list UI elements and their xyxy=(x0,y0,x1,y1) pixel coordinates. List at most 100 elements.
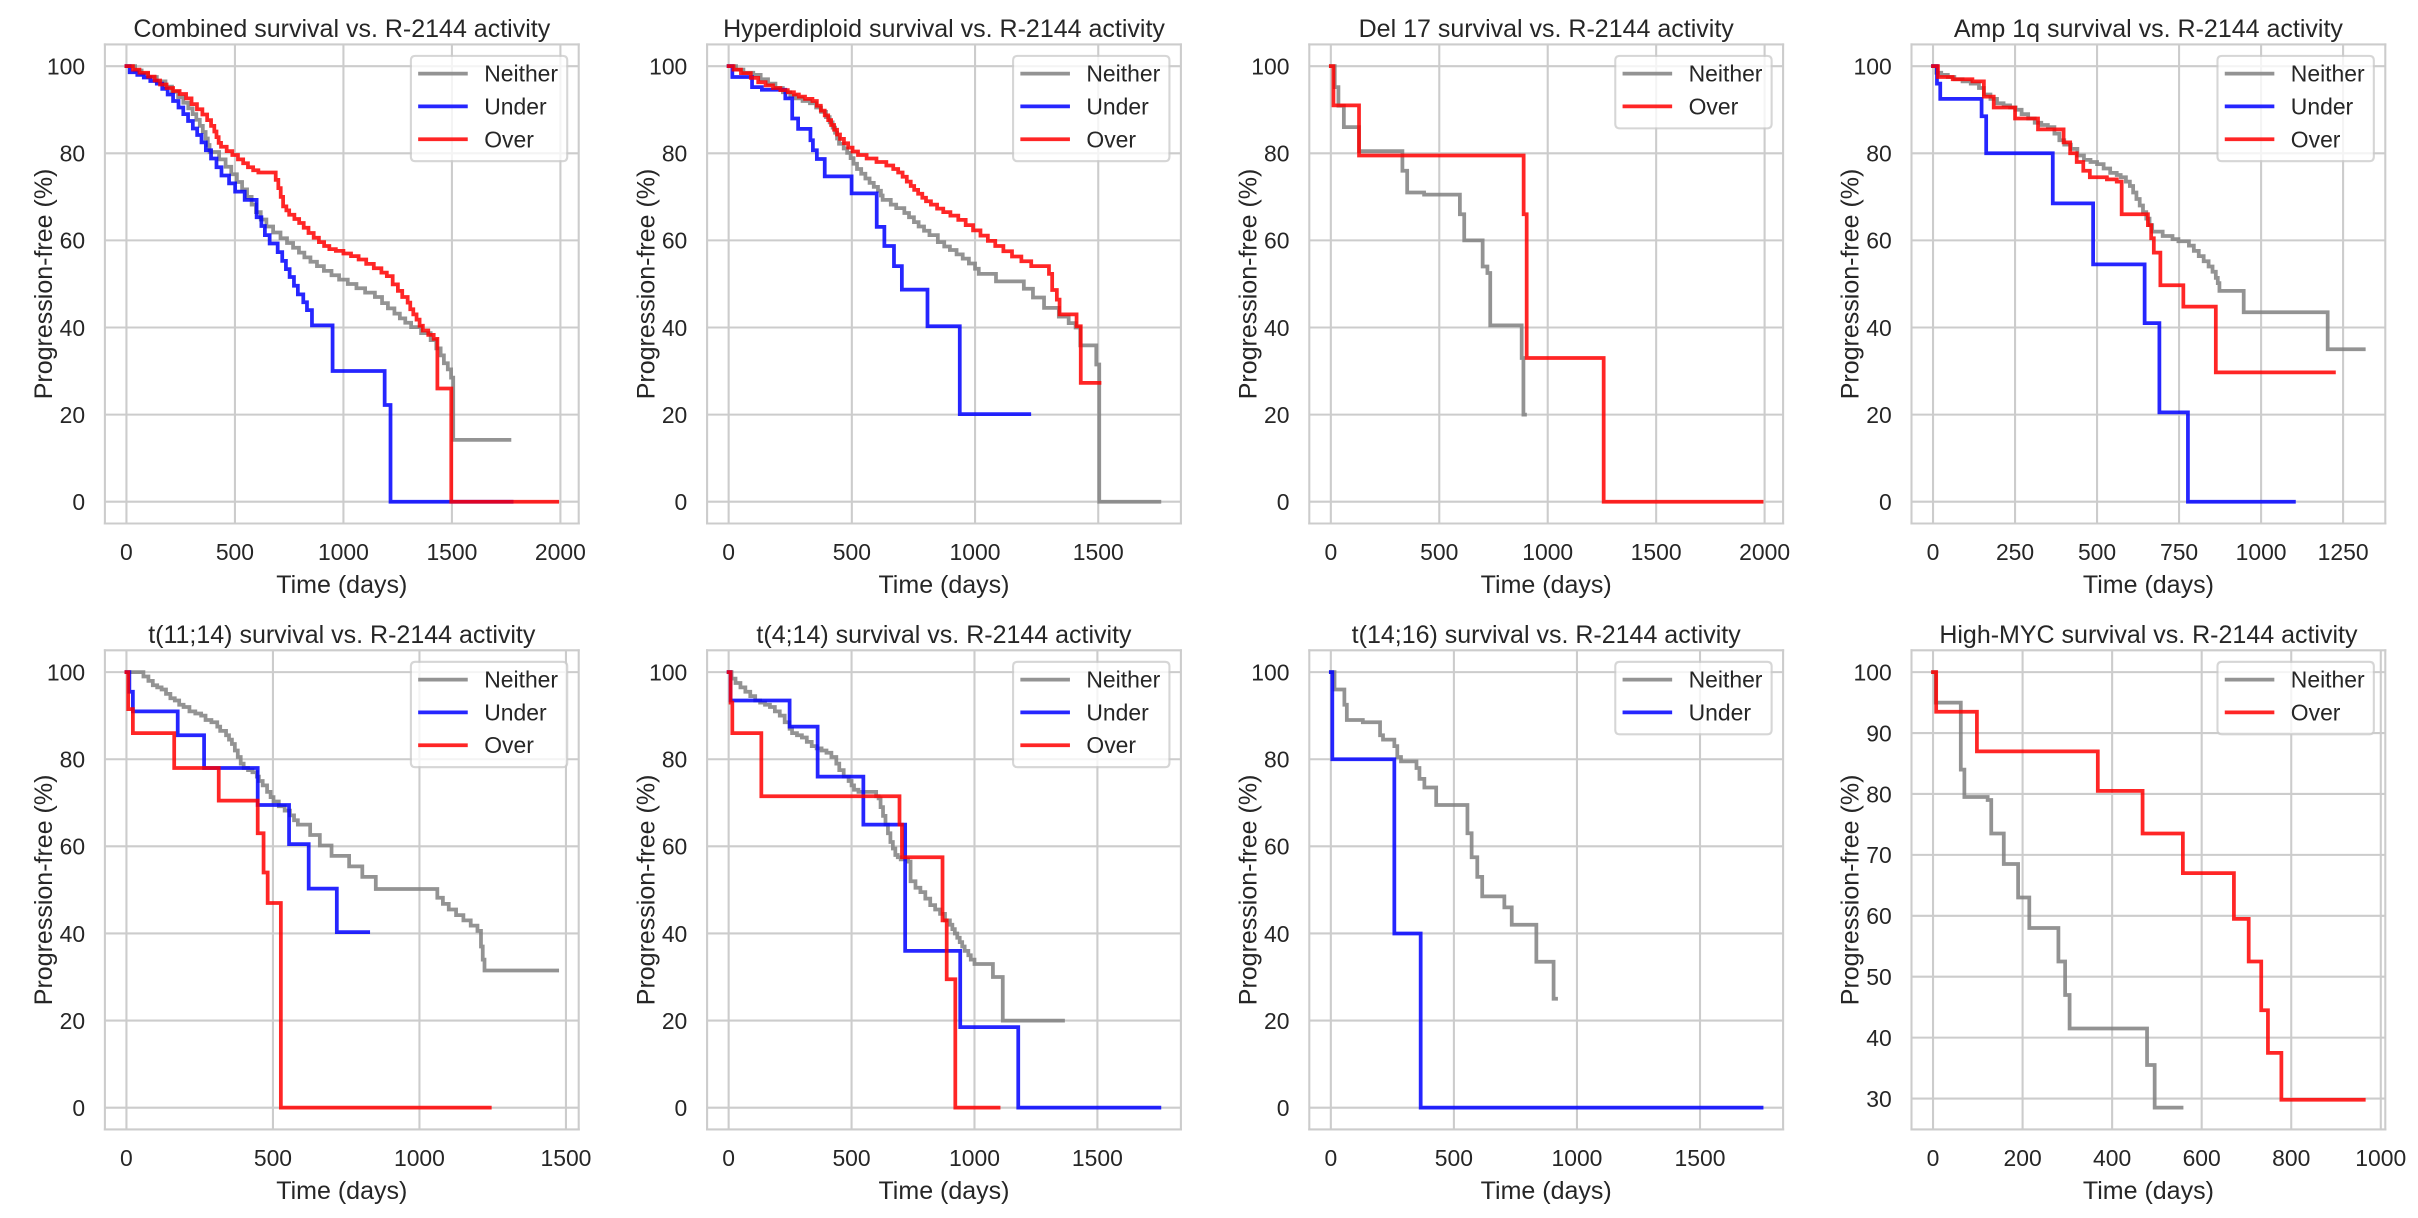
svg-text:Neither: Neither xyxy=(1689,61,1763,87)
svg-text:t(14;16) survival vs. R-2144 a: t(14;16) survival vs. R-2144 activity xyxy=(1352,621,1742,649)
svg-text:Neither: Neither xyxy=(2291,667,2365,693)
svg-text:100: 100 xyxy=(649,659,687,685)
svg-text:Over: Over xyxy=(484,126,534,152)
svg-text:500: 500 xyxy=(1435,1145,1473,1171)
svg-text:Over: Over xyxy=(1086,126,1136,152)
svg-text:50: 50 xyxy=(1866,964,1891,990)
svg-text:Progression-free (%): Progression-free (%) xyxy=(632,169,660,400)
svg-text:0: 0 xyxy=(675,1095,688,1121)
svg-text:2000: 2000 xyxy=(535,539,586,565)
svg-text:Over: Over xyxy=(484,732,534,758)
svg-text:1000: 1000 xyxy=(1551,1145,1602,1171)
svg-text:0: 0 xyxy=(120,1145,133,1171)
svg-text:250: 250 xyxy=(1996,539,2034,565)
svg-text:0: 0 xyxy=(675,489,688,515)
svg-text:Neither: Neither xyxy=(1689,667,1763,693)
svg-text:80: 80 xyxy=(1866,141,1891,167)
svg-text:1000: 1000 xyxy=(2355,1145,2406,1171)
svg-text:Neither: Neither xyxy=(1086,61,1160,87)
svg-text:Under: Under xyxy=(1689,699,1752,725)
svg-text:100: 100 xyxy=(1853,53,1891,79)
svg-text:Time (days): Time (days) xyxy=(1481,571,1612,599)
svg-text:0: 0 xyxy=(1927,1145,1940,1171)
svg-text:40: 40 xyxy=(1264,315,1289,341)
svg-text:0: 0 xyxy=(722,539,735,565)
svg-text:500: 500 xyxy=(833,539,871,565)
svg-text:40: 40 xyxy=(1264,921,1289,947)
svg-text:60: 60 xyxy=(60,834,85,860)
svg-text:90: 90 xyxy=(1866,720,1891,746)
svg-text:Under: Under xyxy=(2291,93,2354,119)
svg-text:Neither: Neither xyxy=(484,667,558,693)
svg-text:80: 80 xyxy=(1264,747,1289,773)
svg-text:20: 20 xyxy=(1866,402,1891,428)
svg-text:0: 0 xyxy=(120,539,133,565)
svg-text:40: 40 xyxy=(662,921,687,947)
svg-text:t(4;14) survival vs. R-2144 ac: t(4;14) survival vs. R-2144 activity xyxy=(756,621,1132,649)
svg-text:Over: Over xyxy=(1689,93,1739,119)
svg-text:500: 500 xyxy=(254,1145,292,1171)
svg-text:400: 400 xyxy=(2093,1145,2131,1171)
svg-text:60: 60 xyxy=(1264,228,1289,254)
svg-text:80: 80 xyxy=(1866,781,1891,807)
svg-text:1500: 1500 xyxy=(540,1145,591,1171)
svg-text:1000: 1000 xyxy=(2236,539,2287,565)
svg-text:Hyperdiploid survival vs. R-21: Hyperdiploid survival vs. R-2144 activit… xyxy=(723,15,1165,43)
svg-text:40: 40 xyxy=(1866,315,1891,341)
svg-text:60: 60 xyxy=(60,228,85,254)
svg-text:1000: 1000 xyxy=(950,539,1001,565)
svg-text:100: 100 xyxy=(649,53,687,79)
svg-text:1000: 1000 xyxy=(949,1145,1000,1171)
svg-text:600: 600 xyxy=(2183,1145,2221,1171)
svg-text:1500: 1500 xyxy=(1072,1145,1123,1171)
svg-text:Progression-free (%): Progression-free (%) xyxy=(1837,169,1865,400)
svg-text:1250: 1250 xyxy=(2318,539,2369,565)
svg-text:Time (days): Time (days) xyxy=(878,571,1009,599)
svg-text:Progression-free (%): Progression-free (%) xyxy=(632,775,660,1006)
svg-text:Progression-free (%): Progression-free (%) xyxy=(1235,169,1263,400)
svg-text:500: 500 xyxy=(216,539,254,565)
svg-text:0: 0 xyxy=(72,1095,85,1121)
svg-text:Combined survival vs. R-2144 a: Combined survival vs. R-2144 activity xyxy=(133,15,550,43)
svg-text:40: 40 xyxy=(1866,1025,1891,1051)
svg-text:Progression-free (%): Progression-free (%) xyxy=(1837,775,1865,1006)
svg-text:Neither: Neither xyxy=(484,61,558,87)
svg-text:80: 80 xyxy=(1264,141,1289,167)
svg-text:0: 0 xyxy=(1324,539,1337,565)
svg-text:20: 20 xyxy=(1264,402,1289,428)
svg-text:Under: Under xyxy=(484,93,547,119)
svg-text:Time (days): Time (days) xyxy=(276,1177,407,1205)
svg-text:0: 0 xyxy=(1277,1095,1290,1121)
svg-text:Time (days): Time (days) xyxy=(2083,1177,2214,1205)
svg-text:100: 100 xyxy=(1853,659,1891,685)
svg-text:20: 20 xyxy=(60,402,85,428)
svg-text:100: 100 xyxy=(1251,659,1289,685)
svg-text:1000: 1000 xyxy=(1522,539,1573,565)
svg-text:Progression-free (%): Progression-free (%) xyxy=(1235,775,1263,1006)
svg-text:500: 500 xyxy=(832,1145,870,1171)
svg-text:0: 0 xyxy=(1927,539,1940,565)
svg-text:40: 40 xyxy=(662,315,687,341)
svg-text:100: 100 xyxy=(1251,53,1289,79)
svg-text:Over: Over xyxy=(2291,699,2341,725)
svg-text:60: 60 xyxy=(1866,903,1891,929)
svg-text:60: 60 xyxy=(662,228,687,254)
svg-text:800: 800 xyxy=(2272,1145,2310,1171)
svg-text:80: 80 xyxy=(60,141,85,167)
svg-text:1000: 1000 xyxy=(394,1145,445,1171)
svg-text:Neither: Neither xyxy=(2291,61,2365,87)
svg-text:1500: 1500 xyxy=(1631,539,1682,565)
svg-text:0: 0 xyxy=(1879,489,1892,515)
svg-text:40: 40 xyxy=(60,315,85,341)
svg-text:0: 0 xyxy=(1277,489,1290,515)
svg-text:2000: 2000 xyxy=(1739,539,1790,565)
svg-text:20: 20 xyxy=(662,1008,687,1034)
svg-text:Amp 1q survival vs. R-2144 act: Amp 1q survival vs. R-2144 activity xyxy=(1954,15,2344,43)
svg-text:Progression-free (%): Progression-free (%) xyxy=(30,775,58,1006)
svg-text:Progression-free (%): Progression-free (%) xyxy=(30,169,58,400)
svg-text:Under: Under xyxy=(1086,699,1149,725)
svg-text:Time (days): Time (days) xyxy=(276,571,407,599)
svg-text:20: 20 xyxy=(662,402,687,428)
svg-text:1500: 1500 xyxy=(1073,539,1124,565)
svg-text:200: 200 xyxy=(2003,1145,2041,1171)
